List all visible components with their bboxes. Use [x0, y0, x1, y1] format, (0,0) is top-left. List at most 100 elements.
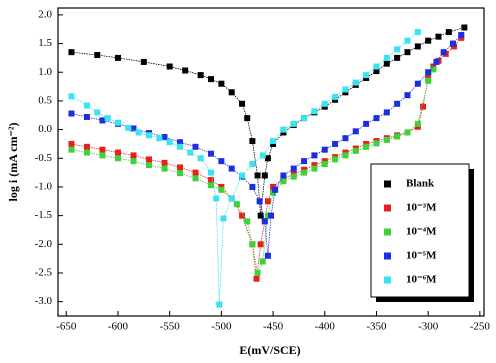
data-point: [311, 108, 318, 115]
data-point: [264, 198, 271, 205]
data-point: [68, 93, 75, 100]
data-point: [290, 120, 297, 127]
data-point: [332, 140, 339, 147]
data-point: [404, 49, 411, 56]
data-point: [244, 115, 251, 122]
data-point: [342, 135, 349, 142]
data-point: [342, 152, 349, 159]
data-point: [161, 159, 168, 166]
data-point: [342, 86, 349, 93]
legend-label: 10⁻⁶M: [406, 274, 437, 286]
data-point: [321, 161, 328, 168]
data-point: [373, 68, 380, 75]
data-point: [394, 133, 401, 140]
data-point: [414, 43, 421, 50]
data-point: [233, 201, 240, 208]
data-point: [68, 146, 75, 153]
data-point: [373, 63, 380, 70]
data-point: [239, 212, 246, 219]
data-point: [373, 140, 380, 147]
data-point: [228, 165, 235, 172]
data-point: [83, 143, 90, 150]
data-point: [156, 135, 163, 142]
data-point: [404, 129, 411, 136]
x-tick-label: -400: [315, 321, 336, 333]
data-point: [83, 149, 90, 156]
data-point: [425, 69, 432, 76]
data-point: [177, 143, 184, 150]
data-point: [419, 103, 426, 110]
data-point: [213, 195, 220, 202]
data-point: [208, 76, 215, 83]
data-point: [177, 164, 184, 171]
y-tick-label: -0.5: [35, 152, 53, 164]
data-point: [208, 177, 215, 184]
series-line: [71, 69, 434, 275]
data-point: [197, 72, 204, 79]
data-point: [187, 149, 194, 156]
y-tick-label: -1.0: [35, 180, 53, 192]
data-point: [192, 143, 199, 150]
legend-marker: [384, 252, 391, 260]
data-point: [256, 198, 263, 205]
data-point: [394, 100, 401, 107]
data-point: [311, 152, 318, 159]
data-point: [228, 195, 235, 202]
legend-marker: [384, 204, 391, 212]
data-point: [430, 66, 437, 73]
data-point: [280, 178, 287, 185]
data-point: [264, 212, 271, 219]
data-point: [220, 215, 227, 222]
data-point: [249, 161, 256, 168]
data-point: [161, 165, 168, 172]
data-point: [352, 128, 359, 135]
data-point: [301, 169, 308, 176]
data-point: [83, 102, 90, 109]
data-point: [208, 182, 215, 189]
data-point: [145, 132, 152, 139]
data-point: [145, 156, 152, 163]
data-point: [461, 24, 468, 31]
y-tick-label: -3.0: [35, 295, 53, 307]
legend-marker: [384, 180, 391, 188]
y-tick-label: 2.0: [38, 8, 52, 20]
data-point: [435, 33, 442, 40]
x-tick-label: -650: [56, 321, 77, 333]
data-point: [130, 152, 137, 159]
data-point: [254, 172, 261, 179]
data-point: [182, 67, 189, 74]
data-point: [140, 58, 147, 65]
data-point: [125, 124, 132, 131]
data-point: [145, 162, 152, 169]
y-tick-label: 1.5: [38, 37, 52, 49]
data-point: [257, 212, 264, 219]
data-point: [383, 54, 390, 61]
x-tick-label: -550: [160, 321, 181, 333]
data-point: [449, 40, 456, 47]
x-tick-label: -250: [470, 321, 491, 333]
data-point: [68, 110, 75, 117]
data-point: [261, 172, 268, 179]
y-tick-label: -2.0: [35, 238, 53, 250]
data-point: [99, 146, 106, 153]
data-point: [363, 72, 370, 79]
series-line: [71, 37, 462, 279]
data-point: [440, 49, 447, 56]
data-point: [332, 156, 339, 163]
data-point: [244, 218, 251, 225]
y-tick-label: -1.5: [35, 209, 53, 221]
data-point: [249, 241, 256, 248]
data-point: [301, 115, 308, 122]
data-point: [239, 172, 246, 179]
data-point: [177, 170, 184, 177]
data-point: [135, 129, 142, 136]
data-point: [68, 140, 75, 147]
data-point: [161, 134, 168, 141]
data-point: [239, 100, 246, 107]
y-axis-label: log i (mA cm⁻²): [6, 123, 20, 202]
y-tick-label: 1.0: [38, 66, 52, 78]
y-tick-label: 0.5: [38, 94, 52, 106]
x-tick-label: -450: [263, 321, 284, 333]
data-point: [404, 92, 411, 99]
data-point: [218, 80, 225, 87]
